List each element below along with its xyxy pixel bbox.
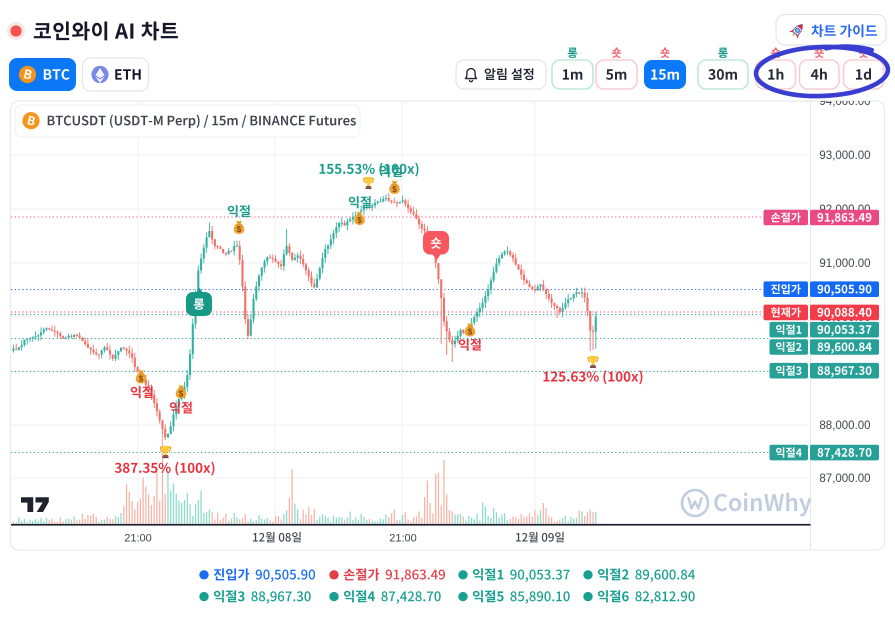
svg-text:$: $ xyxy=(179,390,184,399)
svg-text:94,000.00: 94,000.00 xyxy=(819,96,870,108)
svg-text:$: $ xyxy=(468,328,473,337)
svg-text:$: $ xyxy=(392,185,397,194)
svg-text:$: $ xyxy=(139,375,144,384)
svg-text:$: $ xyxy=(357,216,362,225)
svg-text:$: $ xyxy=(237,225,242,234)
svg-text:88,000.00: 88,000.00 xyxy=(819,420,870,432)
svg-text:93,000.00: 93,000.00 xyxy=(819,150,870,162)
svg-text:21:00: 21:00 xyxy=(389,533,417,545)
svg-text:87,000.00: 87,000.00 xyxy=(819,473,870,485)
svg-text:21:00: 21:00 xyxy=(124,533,152,545)
svg-text:91,000.00: 91,000.00 xyxy=(819,258,870,270)
